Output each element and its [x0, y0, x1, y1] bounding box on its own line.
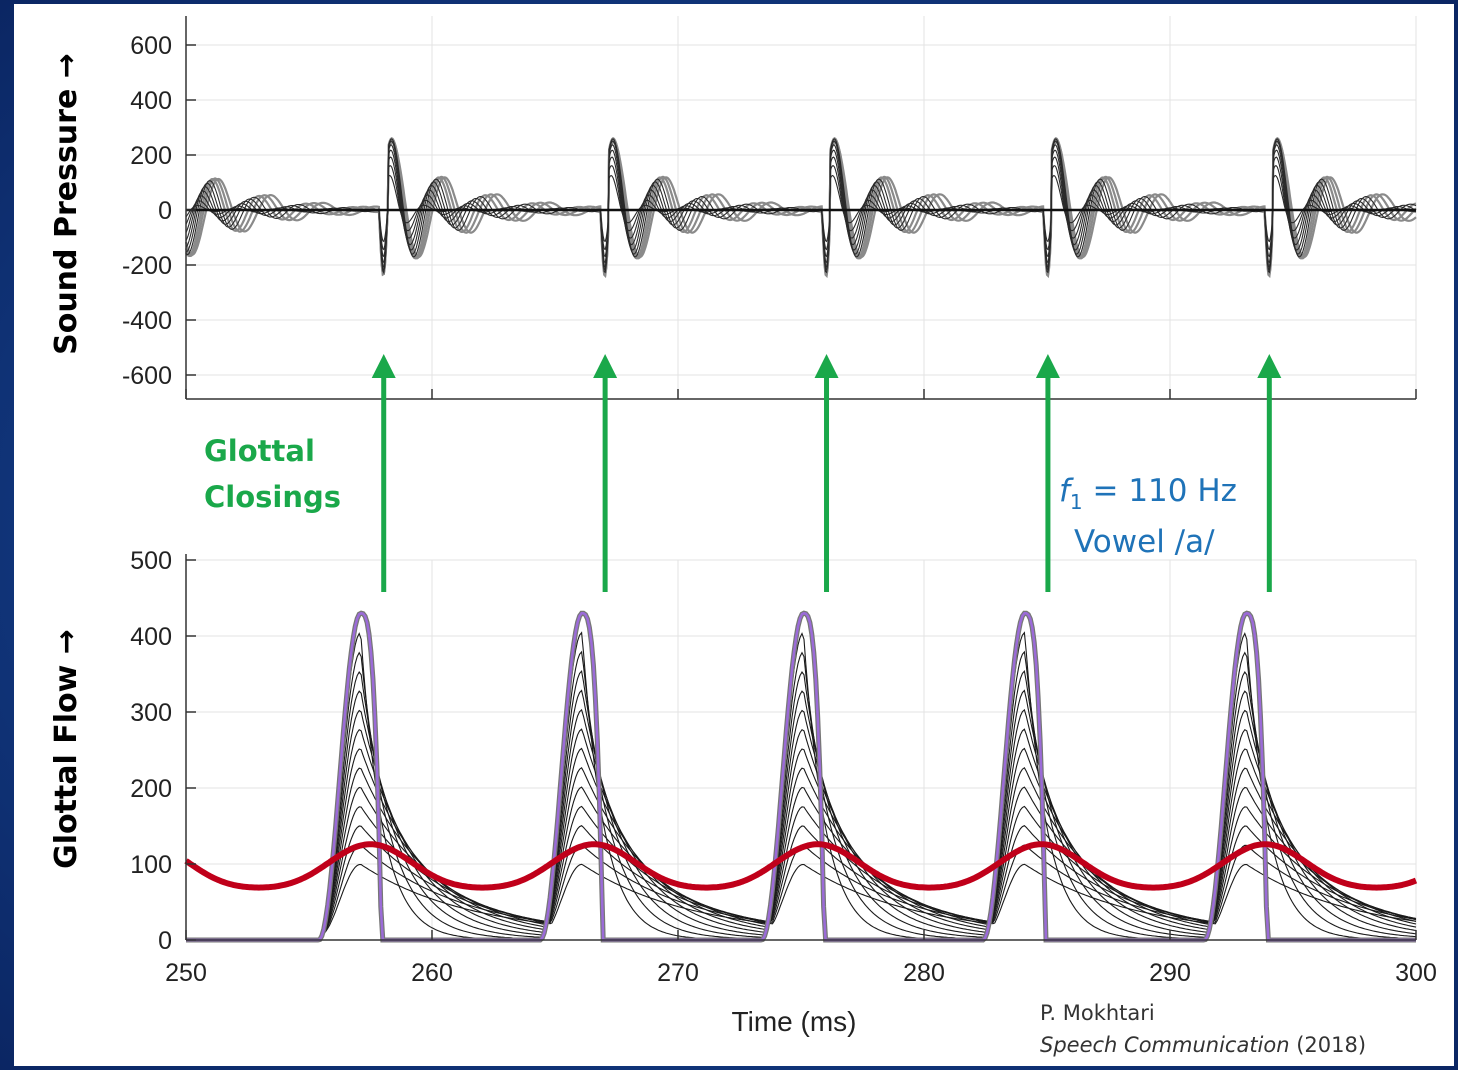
glottal-closing-arrows [371, 354, 1282, 592]
sound-pressure-trace [184, 140, 1417, 274]
glottal-closing-arrow-head [593, 354, 618, 378]
glottal-flow-axis-label: Glottal Flow → [49, 629, 84, 869]
f1-value: = 110 Hz [1083, 473, 1237, 509]
glottal-flow-axes [185, 554, 1417, 941]
sound-pressure-axes [185, 16, 1417, 400]
time-x-tick-label: 300 [1395, 959, 1437, 987]
vowel-annotation: Vowel /a/ [1074, 524, 1215, 560]
f1-annotation: f1 = 110 Hz [1059, 473, 1237, 514]
glottal-closing-arrow-head [814, 354, 839, 378]
time-x-tick-label: 280 [903, 959, 945, 987]
time-x-tick-label: 270 [657, 959, 699, 987]
sound-pressure-axis-label: Sound Pressure → [49, 53, 84, 355]
glottal-closing-arrow-head [371, 354, 396, 378]
citation-source: Speech Communication (2018) [1040, 1033, 1366, 1057]
glottal-closing-arrow-head [1035, 354, 1060, 378]
glottal-flow-y-tick-label: 500 [130, 547, 172, 575]
f1-subscript: 1 [1070, 490, 1083, 514]
glottal-closing-arrow-head [1257, 354, 1282, 378]
time-axis-label: Time (ms) [732, 1006, 857, 1037]
glottal-flow-red-trace [184, 841, 1418, 891]
glottal-flow-y-tick-label: 400 [130, 623, 172, 651]
glottal-flow-y-ticks: 500 400 300 200 100 0 [130, 547, 172, 955]
glottal-flow-y-tick-label: 100 [130, 851, 172, 879]
time-x-tick-label: 250 [165, 959, 207, 987]
glottal-label-line2: Closings [204, 480, 341, 514]
glottal-flow-panel: 500 400 300 200 100 0 250 260 270 280 290 300 Glot… [49, 547, 1437, 1037]
sound-pressure-traces [184, 136, 1417, 279]
sound-pressure-y-tick-label: 600 [130, 32, 172, 60]
glottal-flow-y-tick-label: 300 [130, 699, 172, 727]
glottal-flow-y-tick-label: 200 [130, 775, 172, 803]
sound-pressure-y-tick-label: -400 [122, 307, 172, 335]
sound-pressure-y-ticks: 600 400 200 0 -200 -400 -600 [122, 32, 172, 390]
sound-pressure-y-tick-label: -200 [122, 252, 172, 280]
citation-journal: Speech Communication [1040, 1033, 1290, 1057]
time-x-ticks: 250 260 270 280 290 300 [165, 959, 1437, 987]
time-x-tick-label: 290 [1149, 959, 1191, 987]
sound-pressure-y-tick-label: -600 [122, 362, 172, 390]
citation-author: P. Mokhtari [1040, 1001, 1155, 1025]
sound-pressure-y-tick-label: 0 [158, 197, 172, 225]
citation-year: (2018) [1290, 1033, 1367, 1057]
glottal-label-line1: Glottal [204, 434, 315, 468]
glottal-flow-y-tick-label: 0 [158, 927, 172, 955]
figure-slide: 600 400 200 0 -200 -400 -600 Sound Pressure → … [14, 4, 1454, 1066]
sound-pressure-y-tick-label: 400 [130, 87, 172, 115]
sound-pressure-panel: 600 400 200 0 -200 -400 -600 Sound Pressure → [49, 14, 1417, 400]
sound-pressure-y-tick-label: 200 [130, 142, 172, 170]
time-x-tick-label: 260 [411, 959, 453, 987]
